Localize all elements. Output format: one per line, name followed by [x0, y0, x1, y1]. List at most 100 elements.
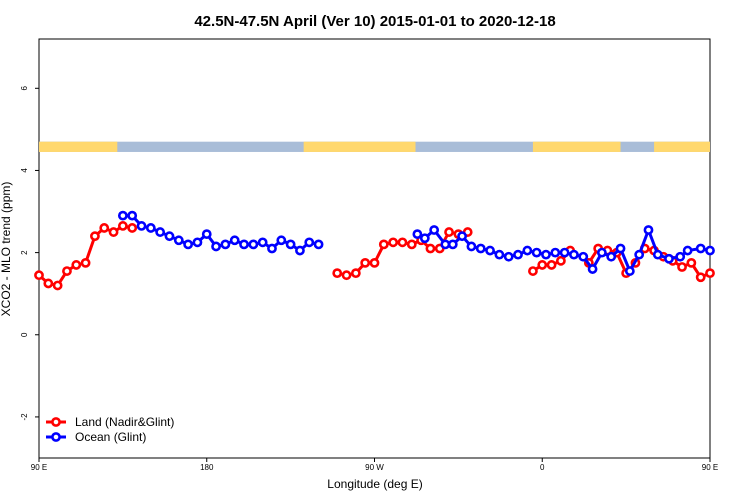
data-point	[503, 251, 514, 262]
land-band-segment	[39, 141, 118, 152]
data-point	[211, 241, 221, 252]
data-point	[528, 266, 538, 276]
surface-band	[39, 141, 710, 152]
data-point	[220, 239, 231, 250]
data-point	[136, 221, 147, 231]
data-point	[127, 210, 138, 221]
data-point	[440, 239, 451, 250]
data-point	[682, 245, 693, 256]
y-tick-label: -2	[20, 413, 29, 421]
data-point	[267, 243, 277, 254]
data-point	[34, 270, 44, 281]
data-point	[304, 237, 315, 248]
y-axis: -2 0 2 4 6	[20, 86, 39, 421]
data-point	[192, 237, 203, 248]
data-point	[201, 229, 212, 240]
data-point	[62, 266, 72, 276]
data-point	[522, 245, 533, 256]
data-point	[675, 251, 686, 262]
data-point	[686, 257, 697, 268]
data-point	[155, 227, 166, 237]
x-tick-label: 90 W	[365, 463, 384, 472]
data-point	[494, 249, 505, 260]
data-point	[419, 233, 430, 244]
data-point	[652, 249, 663, 260]
data-point	[531, 247, 542, 258]
data-point	[183, 239, 194, 250]
data-point	[173, 235, 184, 246]
legend-label: Ocean (Glint)	[75, 430, 146, 444]
data-point	[397, 237, 408, 248]
data-point	[257, 237, 268, 248]
data-point	[80, 257, 91, 268]
data-point	[145, 223, 156, 233]
x-axis: 90 E 180 90 W 0 90 E	[31, 458, 718, 472]
data-point	[457, 231, 468, 242]
data-point	[429, 225, 440, 235]
data-point	[108, 227, 119, 237]
data-point	[99, 223, 110, 233]
data-point	[239, 239, 249, 250]
data-point	[569, 249, 579, 260]
y-tick-label: 4	[20, 168, 29, 173]
series-2	[117, 210, 715, 276]
data-point	[550, 247, 561, 258]
data-point	[127, 223, 138, 233]
data-point	[313, 239, 324, 250]
data-point	[596, 247, 607, 258]
data-point	[117, 221, 128, 231]
data-point	[332, 268, 343, 279]
data-point	[705, 245, 715, 256]
data-point	[705, 268, 715, 279]
data-point	[466, 241, 477, 252]
data-point	[677, 262, 687, 272]
data-point	[378, 239, 389, 250]
y-axis-label: XCO2 - MLO trend (ppm)	[0, 182, 13, 317]
data-point	[643, 225, 654, 235]
data-point	[369, 257, 380, 268]
data-point	[578, 251, 589, 262]
legend: Land (Nadir&Glint)Ocean (Glint)	[46, 415, 174, 444]
series-line	[38, 224, 133, 287]
data-point	[350, 268, 361, 279]
data-point	[388, 237, 399, 248]
series-layer	[34, 210, 715, 291]
data-point	[537, 260, 548, 270]
data-point	[444, 227, 454, 237]
data-point	[485, 245, 495, 256]
data-point	[695, 243, 706, 254]
y-tick-label: 6	[20, 86, 29, 91]
data-point	[360, 257, 371, 268]
data-point	[541, 249, 551, 260]
data-point	[71, 260, 82, 270]
data-point	[624, 266, 635, 276]
data-point	[664, 253, 674, 264]
chart-title: 42.5N-47.5N April (Ver 10) 2015-01-01 to…	[194, 13, 555, 30]
data-point	[546, 260, 557, 270]
data-point	[559, 247, 570, 258]
x-tick-label: 0	[540, 463, 545, 472]
land-band-segment	[654, 141, 710, 152]
data-point	[695, 272, 706, 283]
land-band-segment	[532, 141, 621, 152]
legend-swatch-marker	[51, 432, 61, 442]
x-tick-label: 90 E	[702, 463, 718, 472]
data-point	[634, 249, 645, 260]
x-tick-label: 180	[200, 463, 214, 472]
data-point	[425, 243, 436, 254]
x-axis-label: Longitude (deg E)	[327, 477, 422, 491]
x-tick-label: 90 E	[31, 463, 47, 472]
data-point	[412, 229, 423, 240]
y-tick-label: 2	[20, 250, 29, 255]
data-point	[475, 243, 486, 254]
data-point	[555, 255, 566, 266]
data-point	[248, 239, 259, 250]
y-tick-label: 0	[20, 332, 29, 337]
data-point	[341, 270, 352, 281]
land-band-segment	[303, 141, 416, 152]
data-point	[513, 249, 523, 260]
data-point	[587, 264, 598, 274]
legend-swatch-marker	[51, 417, 61, 427]
data-point	[615, 243, 626, 254]
